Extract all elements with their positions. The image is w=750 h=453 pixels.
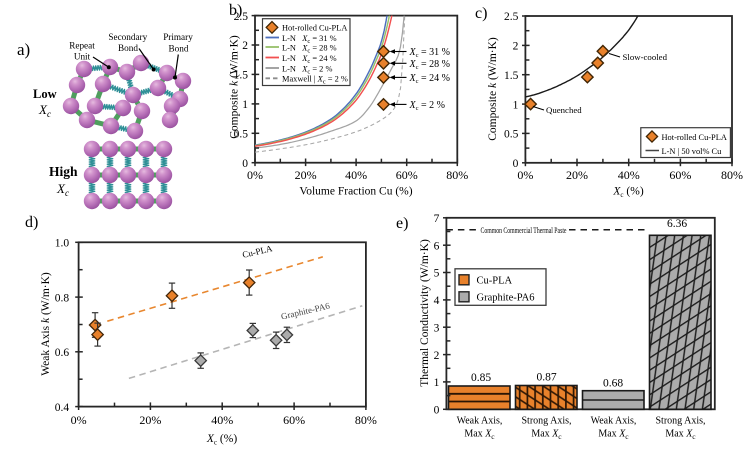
svg-text:L-N Xc = 28 %: L-N Xc = 28 % bbox=[282, 43, 337, 54]
svg-text:40%: 40% bbox=[211, 413, 233, 427]
svg-text:Bond: Bond bbox=[169, 44, 189, 54]
svg-text:20%: 20% bbox=[566, 168, 588, 182]
svg-text:Strong Axis,: Strong Axis, bbox=[521, 416, 571, 427]
svg-text:0.8: 0.8 bbox=[55, 292, 70, 304]
svg-text:Weak Axis k (W/m·K): Weak Axis k (W/m·K) bbox=[40, 272, 52, 376]
svg-text:L-N Xc = 24 %: L-N Xc = 24 % bbox=[282, 54, 337, 65]
svg-text:1.5: 1.5 bbox=[234, 70, 249, 82]
svg-text:Slow-cooled: Slow-cooled bbox=[623, 52, 668, 62]
svg-text:0.4: 0.4 bbox=[55, 402, 70, 414]
svg-text:L-N Xc = 31 %: L-N Xc = 31 % bbox=[282, 34, 337, 45]
svg-text:0%: 0% bbox=[517, 168, 533, 182]
svg-text:0: 0 bbox=[242, 158, 248, 170]
svg-text:20%: 20% bbox=[139, 413, 161, 427]
svg-text:3: 3 bbox=[434, 322, 440, 334]
svg-text:e): e) bbox=[396, 215, 408, 232]
svg-text:Hot-rolled Cu-PLA: Hot-rolled Cu-PLA bbox=[282, 24, 347, 33]
svg-text:Cu-PLA: Cu-PLA bbox=[477, 276, 513, 287]
svg-text:Volume Fraction Cu (%): Volume Fraction Cu (%) bbox=[299, 186, 412, 198]
svg-text:Hot-rolled Cu-PLA: Hot-rolled Cu-PLA bbox=[662, 133, 727, 142]
svg-text:1: 1 bbox=[434, 377, 440, 389]
svg-text:Primary: Primary bbox=[163, 32, 193, 42]
svg-text:1: 1 bbox=[513, 99, 519, 111]
svg-text:Xc (%): Xc (%) bbox=[612, 186, 643, 200]
svg-text:2: 2 bbox=[434, 350, 440, 362]
svg-text:High: High bbox=[49, 164, 78, 179]
svg-text:0%: 0% bbox=[71, 413, 87, 427]
svg-text:40%: 40% bbox=[345, 168, 367, 182]
svg-text:0.5: 0.5 bbox=[504, 129, 519, 141]
svg-text:Quenched: Quenched bbox=[546, 105, 582, 115]
svg-text:5: 5 bbox=[434, 268, 440, 280]
svg-text:60%: 60% bbox=[283, 413, 305, 427]
svg-text:0.85: 0.85 bbox=[471, 372, 491, 384]
svg-text:2: 2 bbox=[513, 41, 519, 53]
svg-text:Weak Axis,: Weak Axis, bbox=[457, 416, 503, 427]
svg-text:0: 0 bbox=[434, 405, 440, 417]
svg-text:Maxwell | Xc = 2 %: Maxwell | Xc = 2 % bbox=[282, 75, 348, 86]
svg-text:Thermal Conductivity (W/m·K): Thermal Conductivity (W/m·K) bbox=[419, 239, 431, 387]
svg-text:60%: 60% bbox=[669, 168, 691, 182]
svg-text:Unit: Unit bbox=[74, 52, 91, 62]
svg-text:Xc = 31 %: Xc = 31 % bbox=[409, 47, 450, 59]
svg-text:80%: 80% bbox=[355, 413, 377, 427]
svg-text:L-N | 50 vol% Cu: L-N | 50 vol% Cu bbox=[662, 147, 723, 156]
svg-text:1: 1 bbox=[242, 99, 248, 111]
svg-text:40%: 40% bbox=[618, 168, 640, 182]
svg-text:L-N Xc = 2 %: L-N Xc = 2 % bbox=[282, 64, 332, 75]
svg-text:4: 4 bbox=[434, 295, 440, 307]
svg-text:6.36: 6.36 bbox=[667, 218, 687, 230]
svg-text:Common Commercial Thermal Past: Common Commercial Thermal Paste bbox=[481, 226, 567, 235]
svg-text:0: 0 bbox=[513, 158, 519, 170]
svg-text:Secondary: Secondary bbox=[108, 32, 147, 42]
svg-text:Graphite-PA6: Graphite-PA6 bbox=[477, 293, 535, 304]
svg-text:Xc = 2 %: Xc = 2 % bbox=[409, 100, 445, 112]
svg-text:d): d) bbox=[25, 214, 38, 231]
svg-text:60%: 60% bbox=[396, 168, 418, 182]
svg-text:a): a) bbox=[17, 40, 30, 59]
svg-text:2: 2 bbox=[242, 40, 248, 52]
svg-text:80%: 80% bbox=[721, 168, 743, 182]
svg-text:Repeat: Repeat bbox=[69, 41, 95, 51]
svg-text:Weak Axis,: Weak Axis, bbox=[591, 416, 637, 427]
svg-text:Strong Axis,: Strong Axis, bbox=[655, 416, 705, 427]
svg-text:Max Xc: Max Xc bbox=[464, 429, 495, 442]
svg-text:0%: 0% bbox=[247, 168, 263, 182]
svg-text:Bond: Bond bbox=[118, 43, 138, 53]
svg-text:Max Xc: Max Xc bbox=[665, 429, 696, 442]
svg-text:20%: 20% bbox=[295, 168, 317, 182]
svg-text:Max Xc: Max Xc bbox=[531, 429, 562, 442]
svg-text:Xc = 24 %: Xc = 24 % bbox=[409, 73, 450, 85]
svg-text:2.5: 2.5 bbox=[504, 11, 519, 23]
svg-text:Composite k (W/m·K): Composite k (W/m·K) bbox=[229, 35, 241, 139]
svg-text:Xc (%): Xc (%) bbox=[206, 433, 237, 447]
svg-text:1.5: 1.5 bbox=[504, 70, 519, 82]
svg-text:Low: Low bbox=[33, 87, 57, 101]
svg-text:Composite k (W/m·K): Composite k (W/m·K) bbox=[487, 37, 499, 141]
svg-text:2.5: 2.5 bbox=[234, 11, 249, 23]
svg-text:0.5: 0.5 bbox=[234, 129, 249, 141]
svg-text:1.0: 1.0 bbox=[55, 238, 70, 250]
svg-text:0.6: 0.6 bbox=[55, 347, 70, 359]
svg-text:b): b) bbox=[229, 2, 242, 19]
svg-text:Max Xc: Max Xc bbox=[598, 429, 629, 442]
svg-text:7: 7 bbox=[434, 213, 440, 225]
svg-text:80%: 80% bbox=[446, 168, 468, 182]
svg-text:0.68: 0.68 bbox=[603, 378, 623, 390]
svg-text:c): c) bbox=[475, 5, 487, 22]
svg-text:0.87: 0.87 bbox=[536, 372, 556, 384]
svg-text:6: 6 bbox=[434, 240, 440, 252]
svg-text:Xc = 28 %: Xc = 28 % bbox=[409, 59, 450, 71]
